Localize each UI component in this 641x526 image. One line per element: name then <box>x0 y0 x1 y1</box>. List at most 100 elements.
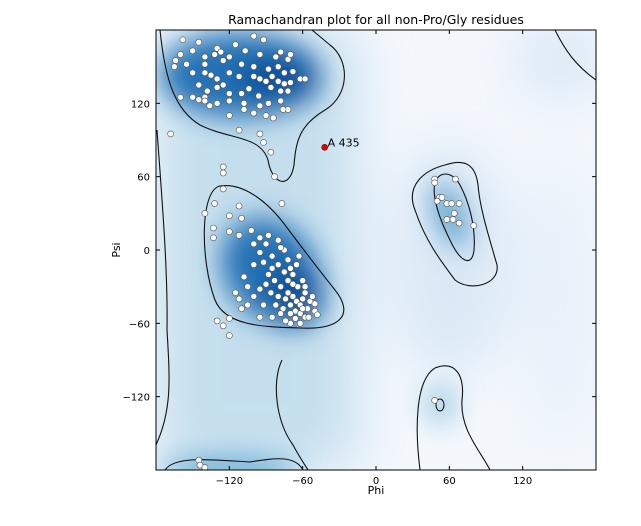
data-point <box>238 305 245 312</box>
data-point <box>277 244 284 251</box>
data-point <box>226 53 233 61</box>
data-point <box>245 85 253 92</box>
data-point <box>260 301 267 309</box>
data-point <box>235 295 243 303</box>
data-point <box>271 173 278 180</box>
data-point <box>270 114 277 122</box>
data-point <box>284 256 292 264</box>
data-point <box>210 234 217 242</box>
data-point <box>262 78 270 85</box>
data-point <box>287 79 294 86</box>
data-point <box>201 53 209 61</box>
data-point <box>256 285 264 293</box>
data-point <box>238 214 245 222</box>
data-point <box>172 57 179 64</box>
y-tick-label: −120 <box>123 393 150 404</box>
data-point <box>232 289 239 297</box>
data-point <box>226 112 233 119</box>
data-point <box>189 47 196 55</box>
data-point <box>204 87 211 95</box>
data-point <box>267 84 275 91</box>
data-point <box>201 210 209 217</box>
data-point <box>278 200 286 207</box>
data-point <box>277 97 284 105</box>
data-point <box>262 112 270 119</box>
data-point <box>240 100 248 107</box>
data-point <box>241 47 249 55</box>
data-point <box>301 75 309 83</box>
data-point <box>305 313 313 321</box>
data-point <box>281 69 288 77</box>
data-point <box>431 179 438 187</box>
data-point <box>292 315 299 322</box>
data-point <box>195 38 203 46</box>
y-axis-label: Psi <box>110 242 123 257</box>
data-point <box>277 283 284 290</box>
data-point <box>296 320 304 327</box>
data-point <box>287 310 294 317</box>
data-point <box>244 301 251 309</box>
data-point <box>201 97 209 105</box>
data-point <box>314 311 321 319</box>
data-point <box>452 175 459 183</box>
data-point <box>470 222 478 229</box>
data-point <box>267 289 275 297</box>
data-point <box>295 252 303 260</box>
data-point <box>250 63 258 70</box>
data-point <box>213 84 221 91</box>
data-point <box>455 200 463 207</box>
data-point <box>213 100 221 107</box>
data-point <box>274 236 282 244</box>
data-point <box>217 48 225 56</box>
data-point <box>201 69 209 77</box>
data-point <box>226 97 233 105</box>
outlier-label: A 435 <box>328 136 360 149</box>
data-point <box>179 36 187 44</box>
data-point <box>250 109 258 117</box>
data-point <box>299 305 306 312</box>
data-point <box>256 51 264 58</box>
scatter-points <box>167 32 478 470</box>
x-axis: −120 −60 0 60 120 <box>216 30 532 487</box>
data-point <box>226 228 233 235</box>
data-point <box>207 71 215 79</box>
data-point <box>238 90 245 97</box>
data-point <box>433 197 441 205</box>
data-point <box>299 277 306 284</box>
x-axis-label: Phi <box>368 484 385 497</box>
data-point <box>226 315 233 322</box>
y-tick-label: 120 <box>131 99 150 110</box>
data-point <box>256 249 264 256</box>
data-point <box>201 464 209 470</box>
data-point <box>265 271 272 278</box>
data-point <box>284 289 292 297</box>
contour-lines <box>156 30 596 470</box>
data-point <box>240 106 248 113</box>
data-point <box>438 194 446 201</box>
data-point <box>213 75 221 83</box>
data-point <box>443 216 451 223</box>
data-point <box>301 289 309 297</box>
data-point <box>287 301 294 309</box>
data-point <box>448 200 456 207</box>
data-point <box>219 57 227 64</box>
data-point <box>282 295 289 303</box>
data-point <box>284 277 292 284</box>
data-point <box>226 212 233 220</box>
data-point <box>281 80 288 88</box>
data-point <box>238 60 245 68</box>
data-point <box>206 102 214 110</box>
data-point <box>450 210 458 217</box>
data-point <box>282 317 289 325</box>
data-point <box>250 240 258 248</box>
data-point <box>268 313 276 321</box>
y-axis: 120 60 0 −60 −120 <box>123 99 596 404</box>
data-point <box>267 148 275 156</box>
data-point <box>213 317 221 325</box>
x-tick-label: 0 <box>373 476 379 487</box>
data-point <box>265 65 272 73</box>
data-point <box>235 126 243 134</box>
data-point <box>274 293 282 300</box>
data-point <box>250 293 258 300</box>
